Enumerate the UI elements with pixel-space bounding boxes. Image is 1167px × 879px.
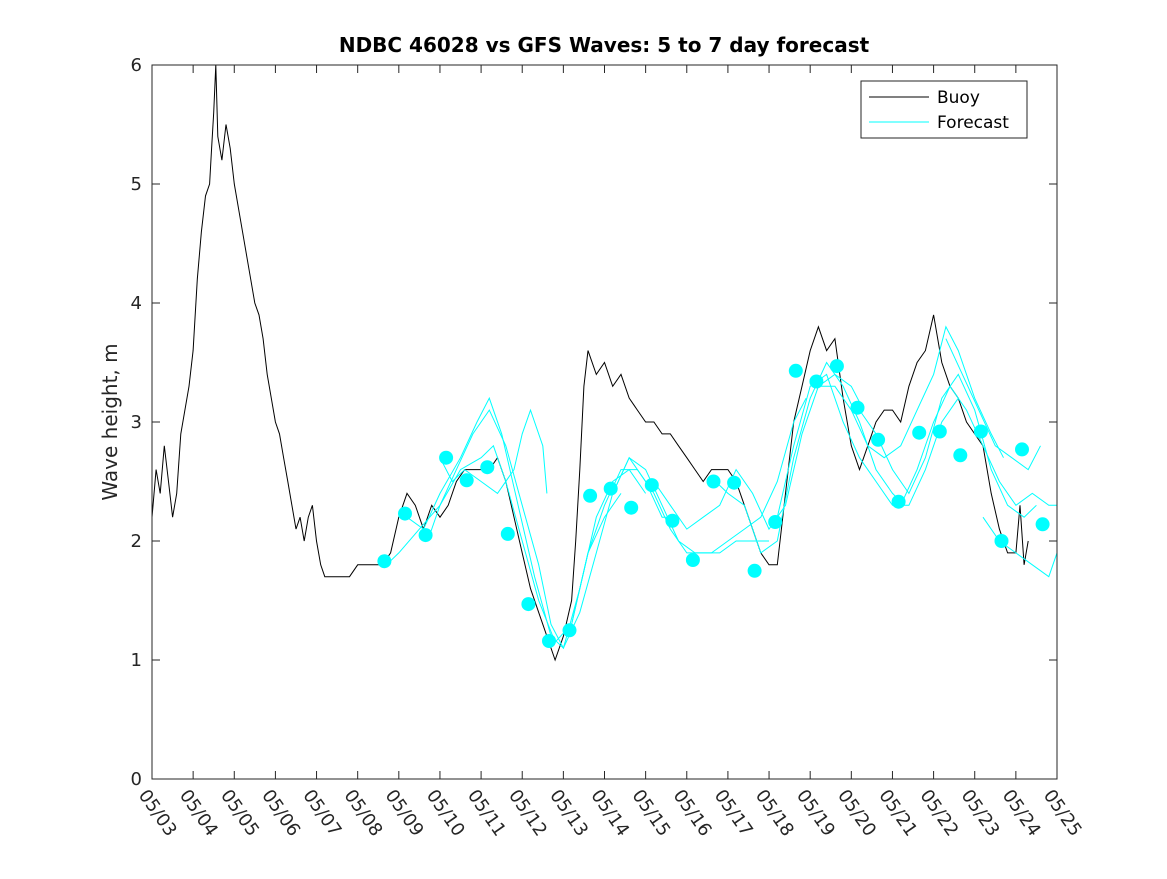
forecast-point-20 [768,515,783,529]
forecast-point-12 [603,481,618,496]
forecast-point-25 [871,432,886,447]
forecast-point-9 [542,634,556,648]
forecast-point-18 [727,475,742,490]
forecast-point-24 [850,400,865,415]
legend-label-buoy: Buoy [937,88,980,108]
forecast-point-32 [1015,442,1029,457]
y-tick-label: 5 [131,174,142,195]
legend: Buoy Forecast [860,80,1028,139]
forecast-point-19 [747,563,762,578]
y-tick-label: 3 [131,412,142,433]
y-tick-label: 1 [131,650,142,671]
forecast-point-7 [500,526,515,541]
forecast-point-17 [706,474,721,489]
y-tick-label: 6 [131,55,142,76]
forecast-point-30 [973,424,988,439]
forecast-point-14 [644,478,659,493]
forecast-run-line-5 [571,469,769,625]
forecast-point-26 [891,494,906,509]
series-layer [151,64,1058,662]
series-line-buoy [151,64,1029,662]
y-axis-label: Wave height, m [98,343,122,500]
forecast-run-line-3 [427,409,671,650]
legend-box [860,80,1028,139]
forecast-point-11 [583,488,598,503]
y-tick-label: 2 [131,531,142,552]
forecast-point-4 [439,450,454,465]
forecast-run-line-8 [715,361,906,554]
forecast-point-22 [809,374,824,389]
forecast-point-5 [459,473,474,488]
forecast-run-line-9 [776,373,959,518]
forecast-point-21 [788,363,803,378]
forecast-point-6 [480,460,495,475]
forecast-run-line-7 [653,373,865,531]
legend-label-forecast: Forecast [937,113,1009,133]
y-tick-label: 4 [131,293,142,314]
plot-area [152,65,1057,779]
forecast-point-10 [562,623,577,638]
forecast-point-3 [418,528,433,543]
forecast-run-line-2 [406,396,647,650]
forecast-point-28 [932,424,947,439]
y-tick-label: 0 [131,769,142,790]
forecast-point-2 [398,506,412,521]
forecast-point-31 [994,534,1009,548]
forecast-point-1 [377,554,392,569]
forecast-point-33 [1035,517,1050,532]
forecast-point-23 [829,359,844,374]
forecast-point-29 [953,448,968,463]
forecast-run-line-13 [945,338,1041,471]
chart-title: NDBC 46028 vs GFS Waves: 5 to 7 day fore… [339,33,870,57]
forecast-run-line-4 [439,408,548,495]
forecast-point-13 [624,500,639,515]
forecast-point-15 [665,513,680,528]
forecast-point-16 [685,553,700,567]
forecast-run-line-6 [612,397,807,554]
forecast-point-8 [521,597,536,612]
forecast-point-27 [912,425,927,440]
forecast-run-line-12 [900,385,1057,507]
